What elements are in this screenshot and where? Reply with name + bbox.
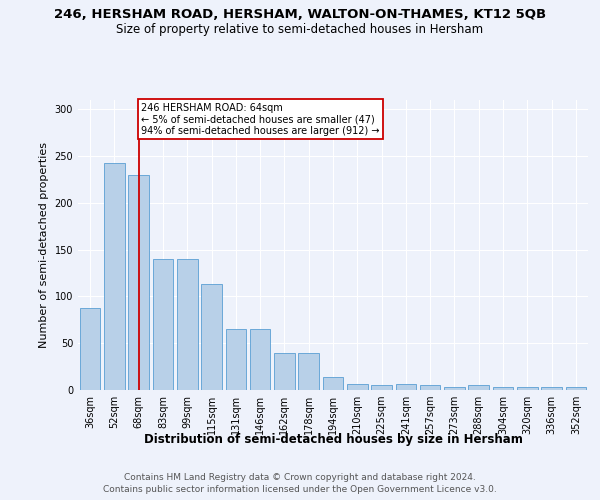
Y-axis label: Number of semi-detached properties: Number of semi-detached properties	[39, 142, 49, 348]
Text: 246, HERSHAM ROAD, HERSHAM, WALTON-ON-THAMES, KT12 5QB: 246, HERSHAM ROAD, HERSHAM, WALTON-ON-TH…	[54, 8, 546, 20]
Bar	[371, 386, 392, 390]
Bar	[250, 329, 271, 390]
Bar	[323, 377, 343, 390]
Bar	[347, 384, 368, 390]
Bar	[152, 259, 173, 390]
Bar	[566, 387, 586, 390]
Text: Distribution of semi-detached houses by size in Hersham: Distribution of semi-detached houses by …	[143, 432, 523, 446]
Bar	[517, 387, 538, 390]
Bar	[444, 387, 465, 390]
Bar	[274, 352, 295, 390]
Bar	[104, 162, 125, 390]
Bar	[420, 386, 440, 390]
Bar	[226, 329, 246, 390]
Text: Contains HM Land Registry data © Crown copyright and database right 2024.: Contains HM Land Registry data © Crown c…	[124, 472, 476, 482]
Text: Contains public sector information licensed under the Open Government Licence v3: Contains public sector information licen…	[103, 485, 497, 494]
Text: 246 HERSHAM ROAD: 64sqm
← 5% of semi-detached houses are smaller (47)
94% of sem: 246 HERSHAM ROAD: 64sqm ← 5% of semi-det…	[141, 103, 380, 136]
Bar	[177, 259, 197, 390]
Bar	[469, 386, 489, 390]
Bar	[128, 175, 149, 390]
Bar	[201, 284, 222, 390]
Bar	[493, 387, 514, 390]
Bar	[80, 308, 100, 390]
Bar	[395, 384, 416, 390]
Bar	[298, 352, 319, 390]
Text: Size of property relative to semi-detached houses in Hersham: Size of property relative to semi-detach…	[116, 22, 484, 36]
Bar	[541, 387, 562, 390]
